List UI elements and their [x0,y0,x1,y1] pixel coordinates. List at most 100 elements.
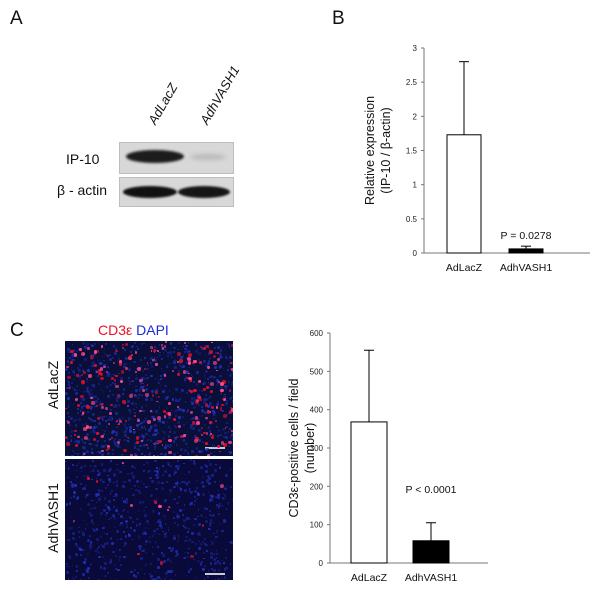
nucleus-dot [158,409,161,411]
nucleus-dot [160,577,162,579]
nucleus-dot [138,525,140,527]
nucleus-dot [74,401,76,403]
nucleus-dot [171,356,174,359]
nucleus-dot [203,578,206,580]
nucleus-dot [182,365,185,369]
nucleus-dot [139,523,141,525]
nucleus-dot [93,400,97,404]
nucleus-dot [99,566,103,569]
lane-label-adhvash1: AdhVASH1 [197,63,243,127]
nucleus-dot [138,518,140,520]
nucleus-dot [209,521,213,525]
nucleus-dot [163,501,165,503]
nucleus-dot [148,485,151,488]
cd3-positive-cell [87,347,90,350]
cd3-positive-cell [118,423,120,425]
nucleus-dot [152,360,155,363]
nucleus-dot [214,578,216,580]
nucleus-dot [175,501,179,505]
cd3-positive-cell [217,445,221,449]
nucleus-dot [222,394,226,398]
nucleus-dot [149,573,151,575]
nucleus-dot [106,512,108,514]
nucleus-dot [91,519,93,521]
nucleus-dot [183,350,187,353]
nucleus-dot [205,479,210,483]
nucleus-dot [87,566,91,570]
cd3-positive-cell [218,380,221,383]
nucleus-dot [91,392,93,395]
nucleus-dot [65,460,67,463]
nucleus-dot [94,349,97,352]
nucleus-dot [125,523,128,526]
nucleus-dot [205,507,208,511]
nucleus-dot [88,365,90,368]
nucleus-dot [167,435,170,438]
nucleus-dot [94,400,98,404]
nucleus-dot [68,555,72,558]
nucleus-dot [109,493,112,495]
y-tick-label: 2 [413,112,418,121]
nucleus-dot [85,450,89,454]
nucleus-dot [111,430,114,434]
cd3-positive-cell [152,417,157,422]
nucleus-dot [142,533,145,536]
micrograph-adlacz [65,341,233,456]
nucleus-dot [161,578,163,580]
nucleus-dot [212,555,214,557]
cd3-positive-cell [168,438,172,443]
nucleus-dot [229,437,232,439]
nucleus-dot [81,488,84,490]
nucleus-dot [69,435,72,437]
nucleus-dot [100,401,102,403]
nucleus-dot [149,494,153,498]
nucleus-dot [188,388,191,390]
nucleus-dot [91,383,93,386]
nucleus-dot [147,439,150,442]
nucleus-dot [149,439,153,443]
nucleus-dot [113,527,115,529]
nucleus-dot [112,449,115,452]
nucleus-dot [197,532,200,535]
nucleus-dot [108,374,111,378]
nucleus-dot [222,427,226,431]
nucleus-dot [154,432,158,436]
nucleus-dot [89,546,92,550]
nucleus-dot [74,483,78,487]
nucleus-dot [176,471,178,473]
cd3-positive-cell [151,394,155,398]
nucleus-dot [72,356,75,359]
nucleus-dot [154,359,157,362]
nucleus-dot [132,379,135,382]
nucleus-dot [142,470,145,473]
cd3-positive-cell [147,420,151,424]
nucleus-dot [180,365,184,369]
nucleus-dot [156,576,160,579]
nucleus-dot [186,373,188,375]
nucleus-dot [202,400,206,404]
bar [350,421,388,564]
nucleus-dot [117,357,121,361]
nucleus-dot [214,471,216,473]
nucleus-dot [221,497,225,501]
nucleus-dot [116,445,120,448]
nucleus-dot [146,377,149,380]
nucleus-dot [66,360,70,363]
nucleus-dot [87,374,89,376]
nucleus-dot [123,348,126,351]
nucleus-dot [102,444,106,448]
nucleus-dot [206,405,210,409]
nucleus-dot [90,344,94,348]
nucleus-dot [214,539,216,541]
nucleus-dot [186,551,190,555]
nucleus-dot [217,513,220,516]
nucleus-dot [145,486,148,489]
nucleus-dot [143,377,147,381]
nucleus-dot [119,470,123,474]
nucleus-dot [95,477,97,479]
nucleus-dot [84,423,88,426]
cd3-positive-cell [65,436,68,439]
nucleus-dot [166,558,170,561]
nucleus-dot [136,395,138,397]
nucleus-dot [231,497,233,501]
